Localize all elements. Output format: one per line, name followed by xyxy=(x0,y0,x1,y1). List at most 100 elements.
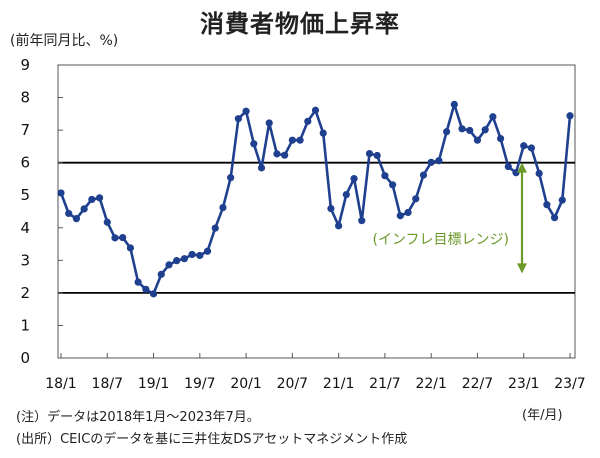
data-point xyxy=(550,214,559,222)
data-point xyxy=(373,151,381,160)
x-tick-label: 21/1 xyxy=(323,376,354,392)
data-point xyxy=(219,203,227,212)
x-tick-label: 19/1 xyxy=(138,376,169,392)
data-point xyxy=(227,174,235,182)
data-point xyxy=(365,149,374,158)
data-point xyxy=(342,190,350,199)
chart-title: 消費者物価上昇率 xyxy=(200,10,400,38)
data-point xyxy=(196,251,204,260)
data-point xyxy=(111,234,119,242)
data-point xyxy=(311,106,320,114)
data-point xyxy=(389,181,397,189)
data-point xyxy=(404,208,412,217)
data-point xyxy=(396,212,404,220)
x-axis-unit: (年/月) xyxy=(522,408,563,423)
data-point xyxy=(173,257,181,265)
data-point xyxy=(319,129,327,137)
data-point xyxy=(543,201,551,209)
data-point xyxy=(288,136,296,144)
y-tick-label: 8 xyxy=(20,89,30,107)
data-point xyxy=(242,107,250,115)
data-point xyxy=(412,195,420,203)
data-point xyxy=(496,134,505,143)
data-point xyxy=(466,126,474,135)
data-point xyxy=(88,195,96,204)
data-point xyxy=(427,158,435,166)
y-tick-label: 6 xyxy=(20,154,30,172)
data-point xyxy=(211,224,219,232)
x-tick-label: 22/7 xyxy=(462,376,493,392)
data-point xyxy=(350,175,358,183)
data-point xyxy=(504,162,512,171)
data-point xyxy=(489,113,497,121)
data-point xyxy=(234,115,242,123)
data-point xyxy=(126,244,135,252)
y-tick-label: 9 xyxy=(20,56,30,74)
data-point xyxy=(180,255,188,263)
data-point xyxy=(265,119,273,127)
data-point xyxy=(558,196,566,204)
data-point xyxy=(157,270,165,278)
x-tick-label: 23/1 xyxy=(508,376,539,392)
data-point xyxy=(443,128,451,136)
data-point xyxy=(327,204,335,213)
data-point xyxy=(296,136,304,144)
data-point xyxy=(473,136,482,144)
data-point xyxy=(450,100,458,108)
data-point xyxy=(273,150,281,158)
data-point xyxy=(65,209,73,218)
data-point xyxy=(566,112,574,120)
data-point xyxy=(435,157,443,165)
x-tick-label: 20/7 xyxy=(277,376,308,392)
x-tick-label: 23/7 xyxy=(554,376,585,392)
data-point xyxy=(188,250,196,259)
data-point xyxy=(512,169,520,177)
y-tick-label: 0 xyxy=(20,349,30,367)
plot-area xyxy=(57,64,576,359)
annotation-label: (インフレ目標レンジ) xyxy=(372,232,509,248)
y-axis-unit: (前年同月比、%) xyxy=(10,33,119,49)
data-point xyxy=(257,164,266,172)
data-point xyxy=(250,140,258,148)
y-tick-label: 5 xyxy=(20,186,30,204)
range-arrow-head-down xyxy=(517,263,527,274)
data-point xyxy=(119,233,127,242)
data-point xyxy=(527,144,536,152)
data-point xyxy=(95,194,104,202)
note-text: (注）データは2018年1月～2023年7月。 xyxy=(16,410,260,425)
data-point xyxy=(134,278,142,286)
y-tick-label: 3 xyxy=(20,251,30,269)
data-point xyxy=(103,218,111,226)
x-tick-label: 18/7 xyxy=(92,376,123,392)
x-tick-label: 18/1 xyxy=(45,376,76,392)
data-point xyxy=(142,285,150,293)
y-tick-label: 7 xyxy=(20,121,30,139)
data-point xyxy=(203,247,212,255)
series-line xyxy=(59,103,572,296)
data-point xyxy=(381,172,389,180)
data-point xyxy=(481,126,489,134)
y-tick-label: 4 xyxy=(20,219,30,237)
data-point xyxy=(57,189,65,197)
range-arrow-head-up xyxy=(517,162,527,173)
source-text: (出所）CEICのデータを基に三井住友DSアセットマネジメント作成 xyxy=(16,432,408,447)
data-point xyxy=(458,125,466,133)
data-point xyxy=(281,151,289,159)
data-point xyxy=(535,169,543,178)
data-point xyxy=(358,217,366,225)
x-tick-label: 21/7 xyxy=(369,376,400,392)
data-point xyxy=(80,205,88,213)
data-point xyxy=(520,142,528,150)
x-tick-label: 20/1 xyxy=(230,376,261,392)
data-point xyxy=(72,215,81,223)
data-point xyxy=(419,171,428,179)
data-point xyxy=(165,261,173,269)
data-point xyxy=(304,117,312,125)
x-tick-label: 22/1 xyxy=(415,376,446,392)
y-tick-label: 2 xyxy=(20,284,30,302)
x-tick-label: 19/7 xyxy=(184,376,215,392)
y-tick-label: 1 xyxy=(20,316,30,334)
data-point xyxy=(149,290,158,298)
data-point xyxy=(335,222,343,230)
